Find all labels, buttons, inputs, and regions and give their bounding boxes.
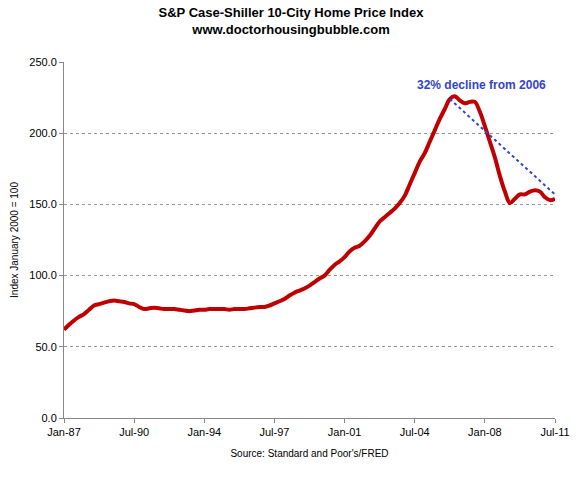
svg-text:100.0: 100.0 <box>29 269 57 281</box>
svg-text:Jan-87: Jan-87 <box>47 426 81 438</box>
svg-text:S&P Case-Shiller 10-City Home: S&P Case-Shiller 10-City Home Price Inde… <box>159 5 425 37</box>
svg-text:Jul-97: Jul-97 <box>259 426 289 438</box>
svg-text:32% decline from 2006: 32% decline from 2006 <box>417 78 546 92</box>
svg-text:Index January 2000 = 100: Index January 2000 = 100 <box>9 182 20 298</box>
svg-text:Jul-04: Jul-04 <box>400 426 430 438</box>
svg-text:Jan-08: Jan-08 <box>468 426 502 438</box>
svg-text:Jan-94: Jan-94 <box>187 426 221 438</box>
svg-text:Jul-90: Jul-90 <box>119 426 149 438</box>
svg-text:200.0: 200.0 <box>29 127 57 139</box>
svg-text:0.0: 0.0 <box>42 412 57 424</box>
svg-text:50.0: 50.0 <box>35 341 56 353</box>
svg-text:150.0: 150.0 <box>29 198 57 210</box>
svg-text:Source: Standard and Poor's/FR: Source: Standard and Poor's/FRED <box>230 448 388 459</box>
svg-text:Jan-01: Jan-01 <box>328 426 362 438</box>
svg-text:250.0: 250.0 <box>29 56 57 68</box>
svg-text:Jul-11: Jul-11 <box>540 426 569 438</box>
